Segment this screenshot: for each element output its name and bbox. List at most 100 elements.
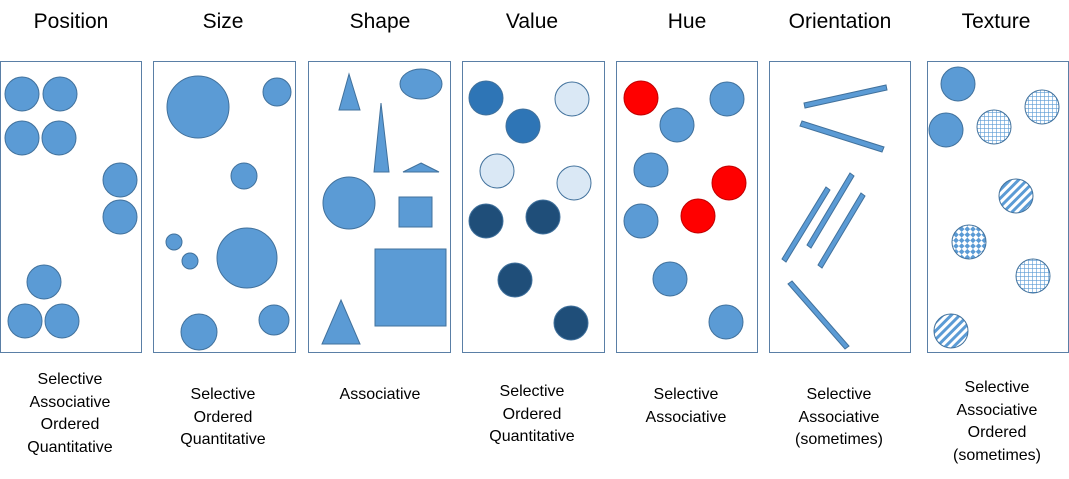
property-label: Associative <box>645 408 727 426</box>
hue-circle-blue <box>708 304 744 340</box>
title-position: Position <box>33 10 109 33</box>
property-label: Quantitative <box>27 438 113 456</box>
hue-circle-blue <box>652 261 688 297</box>
texture-circle-grid <box>1024 89 1060 125</box>
property-label: Quantitative <box>489 428 575 445</box>
hue-circle-red <box>680 198 716 234</box>
size-circle <box>180 313 218 351</box>
shape-tall-triangle <box>373 102 390 173</box>
texture-pattern-circles <box>933 89 1060 349</box>
property-label: Selective <box>37 371 103 388</box>
size-circle <box>166 75 230 139</box>
shape-triangle <box>338 72 361 111</box>
size-circle <box>181 252 199 270</box>
hue-blue-circles <box>623 81 745 340</box>
position-circle <box>102 199 138 235</box>
position-circle <box>102 162 138 198</box>
value-circle-dark <box>468 203 504 239</box>
properties-texture: Selective Associative Ordered (sometimes… <box>922 377 1069 467</box>
property-label: Selective <box>806 386 872 403</box>
property-label: Associative <box>29 393 111 411</box>
property-label: Ordered <box>502 405 562 423</box>
position-circle <box>4 76 40 112</box>
orientation-bar <box>787 280 850 350</box>
orientation-bar <box>799 120 885 153</box>
position-circle <box>7 303 43 339</box>
shape-flat-triangle <box>402 162 440 173</box>
orientation-bar <box>817 192 866 269</box>
size-circles <box>165 75 292 351</box>
properties-hue: Selective Associative <box>611 384 761 429</box>
texture-circle-solid <box>940 66 976 102</box>
hue-circle-red <box>623 80 659 116</box>
property-label: Ordered <box>193 408 253 426</box>
title-value: Value <box>505 10 559 33</box>
property-label: Quantitative <box>180 431 266 448</box>
property-label: Selective <box>499 383 565 400</box>
texture-circle-diagonal <box>933 313 969 349</box>
position-circles <box>4 76 138 339</box>
shape-small-square <box>398 196 433 228</box>
position-circle <box>26 264 62 300</box>
texture-circle-grid <box>976 109 1012 145</box>
hue-red-circles <box>623 80 747 234</box>
orientation-bar <box>781 186 831 263</box>
value-circle-light <box>554 81 590 117</box>
hue-circle-blue <box>623 203 659 239</box>
orientation-bar <box>806 172 855 249</box>
size-circle <box>165 233 183 251</box>
property-label: (sometimes) <box>794 431 883 448</box>
shape-circle <box>322 176 376 230</box>
property-label: Ordered <box>967 424 1027 441</box>
properties-value: Selective Ordered Quantitative <box>457 381 607 449</box>
properties-position: Selective Associative Ordered Quantitati… <box>0 369 145 459</box>
size-circle <box>216 227 278 289</box>
shape-bottom-triangle <box>321 298 361 345</box>
panel-orientation <box>769 61 911 353</box>
hue-circle-blue <box>659 107 695 143</box>
property-label: Associative <box>798 408 880 426</box>
title-shape: Shape <box>349 10 411 33</box>
property-label: Ordered <box>40 416 100 433</box>
position-circle <box>41 120 77 156</box>
properties-orientation: Selective Associative (sometimes) <box>764 384 914 452</box>
property-label: Selective <box>653 386 719 403</box>
hue-circle-red <box>711 165 747 201</box>
value-circle-dark <box>525 199 561 235</box>
property-label: Selective <box>190 386 256 403</box>
property-label: Associative <box>339 386 421 403</box>
value-circles <box>468 80 592 341</box>
value-circle-light <box>556 165 592 201</box>
texture-circle-solid <box>928 112 964 148</box>
position-circle <box>44 303 80 339</box>
orientation-bar <box>803 84 888 109</box>
size-circle <box>258 304 290 336</box>
properties-size: Selective Ordered Quantitative <box>148 384 298 452</box>
hue-circle-blue <box>633 152 669 188</box>
properties-shape: Associative <box>305 384 455 407</box>
property-label: Associative <box>956 401 1038 419</box>
title-texture: Texture <box>961 10 1031 33</box>
texture-solid-circles <box>928 66 976 148</box>
texture-circle-diagonal <box>998 178 1034 214</box>
title-orientation: Orientation <box>788 10 892 33</box>
value-circle-mid <box>468 80 504 116</box>
position-circle <box>42 76 78 112</box>
size-circle <box>262 77 292 107</box>
value-circle-mid <box>505 108 541 144</box>
hue-circle-blue <box>709 81 745 117</box>
title-size: Size <box>202 10 244 33</box>
value-circle-dark <box>497 262 533 298</box>
texture-circle-grid <box>1015 258 1051 294</box>
property-label: Selective <box>964 379 1030 396</box>
title-hue: Hue <box>667 10 707 33</box>
size-circle <box>230 162 258 190</box>
shape-marks <box>321 68 447 345</box>
shape-ellipse <box>399 68 443 100</box>
value-circle-dark <box>553 305 589 341</box>
position-circle <box>4 120 40 156</box>
property-label: (sometimes) <box>952 446 1041 464</box>
orientation-bars <box>781 84 888 350</box>
texture-circle-checker <box>951 224 987 260</box>
